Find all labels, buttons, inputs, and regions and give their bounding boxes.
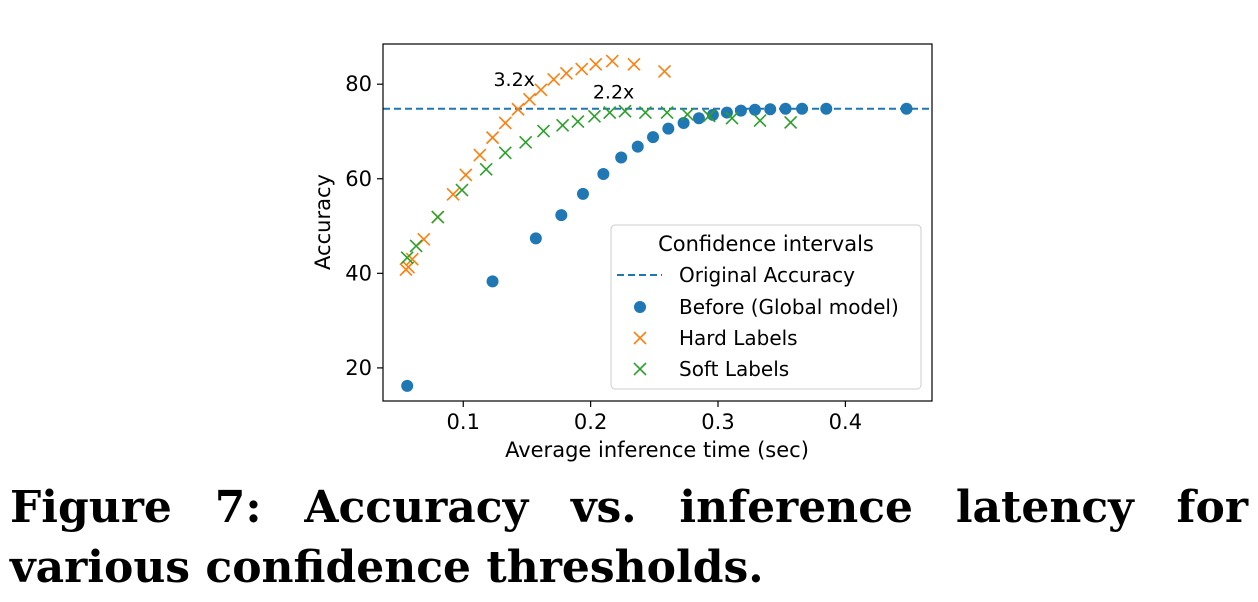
before-global-model-point [662,122,675,135]
before-global-model-point [692,112,705,125]
legend: Confidence intervals Original Accuracy B… [610,224,922,390]
before-global-model-point [779,102,792,115]
x-tick-label: 0.1 [447,410,480,434]
before-global-model-point [796,102,809,115]
x-tick-label: 0.4 [829,410,862,434]
legend-swatch-before [634,301,646,313]
hard-labels-point [498,116,512,130]
soft-labels-point [556,118,570,132]
hard-labels-point [485,131,500,145]
legend-box [610,224,922,390]
plot-frame [382,43,933,402]
legend-entry-before: Before (Global model) [679,295,899,319]
legend-swatch-soft-labels [633,362,647,376]
axes-layer: 0.1 0.2 0.3 0.4 20 40 60 80 [345,72,862,434]
hard-labels-point [547,72,561,87]
plot-layer: 3.2x 2.2x [383,54,932,392]
soft-labels-point [725,111,739,125]
before-global-model-point [764,103,777,116]
soft-labels-point [431,210,445,224]
x-tick-label: 0.3 [701,410,734,434]
y-tick-label: 40 [345,261,372,285]
soft-labels-point [498,146,512,160]
accuracy-latency-chart: 3.2x 2.2x 0.1 0.2 0.3 0.4 20 40 60 80 Average in… [311,43,933,462]
hard-labels-point [575,62,589,76]
soft-labels-point [400,251,414,265]
soft-labels-point [587,109,602,123]
soft-labels-point [702,109,716,123]
legend-swatch-hard-labels [633,331,647,345]
soft-labels-point [753,114,767,128]
before-global-model-point [647,131,660,144]
soft-labels-point [660,105,674,120]
legend-entry-hard-labels: Hard Labels [679,326,798,350]
hard-labels-point [473,148,487,162]
hard-labels-point [627,57,641,71]
speedup-annotation: 2.2x [593,81,634,103]
soft-labels-point [680,107,694,122]
soft-labels-point [409,239,423,253]
hard-labels-point [511,102,525,116]
before-global-model-point [900,102,913,115]
speedup-annotation: 3.2x [493,69,534,91]
soft-labels-point [479,162,493,176]
before-global-model-point [706,108,719,121]
soft-labels-point [536,124,551,138]
y-axis-label: Accuracy [311,174,335,270]
hard-labels-point [559,66,573,80]
legend-title: Confidence intervals [658,232,874,256]
hard-labels-point [522,92,537,106]
y-tick-label: 20 [345,356,372,380]
before-global-model-point [401,379,414,392]
hard-labels-point [534,83,548,97]
soft-labels-point [784,115,798,130]
hard-labels-point [446,187,460,201]
soft-labels-point [571,114,585,129]
soft-labels-point [618,104,632,118]
hard-labels-point [459,168,473,182]
before-global-model-point [615,151,628,164]
x-axis-label: Average inference time (sec) [505,438,809,462]
soft-labels-point [455,183,469,197]
before-global-model-point [677,116,690,129]
y-tick-label: 60 [345,167,372,191]
before-global-model-point [576,187,589,200]
before-global-model-point [555,209,568,222]
soft-labels-point [638,105,652,120]
legend-entry-original-accuracy: Original Accuracy [679,263,855,287]
soft-labels-point [519,135,533,149]
before-global-model-point [597,168,610,181]
hard-labels-point [405,252,419,266]
hard-labels-point [657,64,672,78]
soft-labels-point [603,105,617,120]
x-tick-label: 0.2 [574,410,607,434]
before-global-model-point [748,103,761,116]
before-global-model-point [529,232,542,245]
legend-entry-soft-labels: Soft Labels [679,357,789,381]
before-global-model-point [486,275,499,288]
hard-labels-point [605,54,619,68]
y-tick-label: 80 [345,72,372,96]
before-global-model-point [631,140,644,153]
before-global-model-point [734,104,747,117]
before-global-model-point [820,102,833,115]
hard-labels-point [589,57,603,71]
figure-caption: Figure 7: Accuracy vs. inference latency… [10,482,1248,593]
